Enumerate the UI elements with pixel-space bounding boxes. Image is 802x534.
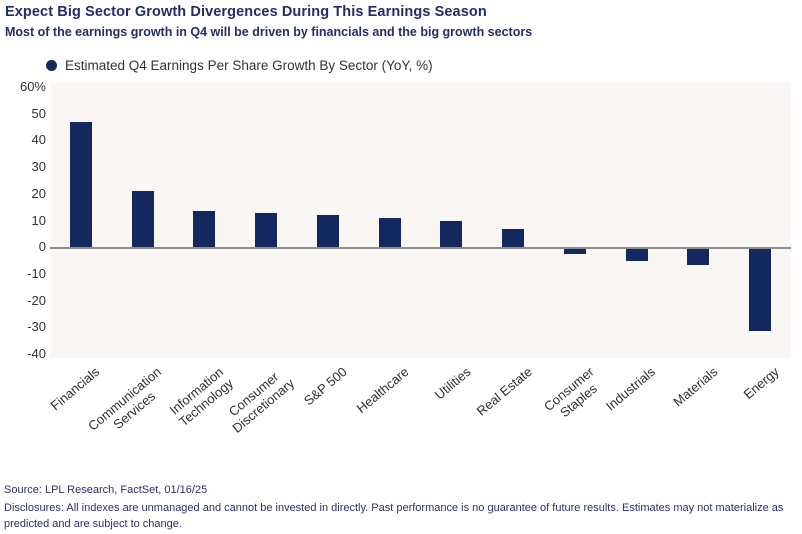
chart-subtitle: Most of the earnings growth in Q4 will b…: [5, 25, 533, 39]
bar-materials: [687, 248, 710, 265]
x-label-utilities: Utilities: [431, 364, 474, 403]
bar-healthcare: [378, 217, 401, 248]
y-tick--10: -10: [27, 265, 46, 281]
y-tick--20: -20: [27, 292, 46, 308]
bar-financials: [69, 121, 92, 248]
x-label-consumer-staples: Consumer Staples: [540, 364, 600, 421]
y-tick--40: -40: [27, 346, 46, 361]
chart-title: Expect Big Sector Growth Divergences Dur…: [5, 4, 487, 20]
x-label-consumer-discretionary: Consumer Discretionary: [226, 369, 298, 436]
bar-real-estate: [502, 228, 525, 248]
source-line: Source: LPL Research, FactSet, 01/16/25: [4, 484, 208, 496]
zero-axis-line: [50, 247, 791, 249]
y-tick-0: 0: [38, 239, 46, 255]
bar-information-technology: [193, 211, 216, 248]
x-label-financials: Financials: [48, 364, 103, 414]
legend: Estimated Q4 Earnings Per Share Growth B…: [46, 58, 433, 73]
y-tick-60: 60%: [19, 79, 46, 94]
x-label-real-estate: Real Estate: [473, 364, 535, 419]
bar-consumer-staples: [563, 248, 586, 254]
y-tick-40: 40: [31, 132, 46, 148]
legend-label: Estimated Q4 Earnings Per Share Growth B…: [65, 58, 433, 73]
x-label-s-p-500: S&P 500: [300, 364, 350, 409]
bar-utilities: [440, 220, 463, 248]
plot-area: [50, 83, 791, 358]
legend-marker-icon: [46, 60, 57, 71]
bar-communication-services: [131, 191, 154, 248]
y-tick--30: -30: [27, 319, 46, 335]
y-tick-20: 20: [31, 185, 46, 201]
x-label-healthcare: Healthcare: [353, 364, 412, 416]
bar-energy: [749, 248, 772, 332]
bar-industrials: [625, 248, 648, 261]
x-label-energy: Energy: [740, 364, 782, 402]
bar-consumer-discretionary: [255, 212, 278, 248]
bar-s-p-500: [316, 215, 339, 248]
y-tick-10: 10: [31, 212, 46, 228]
y-tick-30: 30: [31, 159, 46, 175]
disclosures-text: Disclosures: All indexes are unmanaged a…: [4, 502, 784, 530]
y-tick-50: 50: [31, 105, 46, 121]
x-label-materials: Materials: [669, 364, 721, 410]
x-label-industrials: Industrials: [603, 364, 659, 414]
